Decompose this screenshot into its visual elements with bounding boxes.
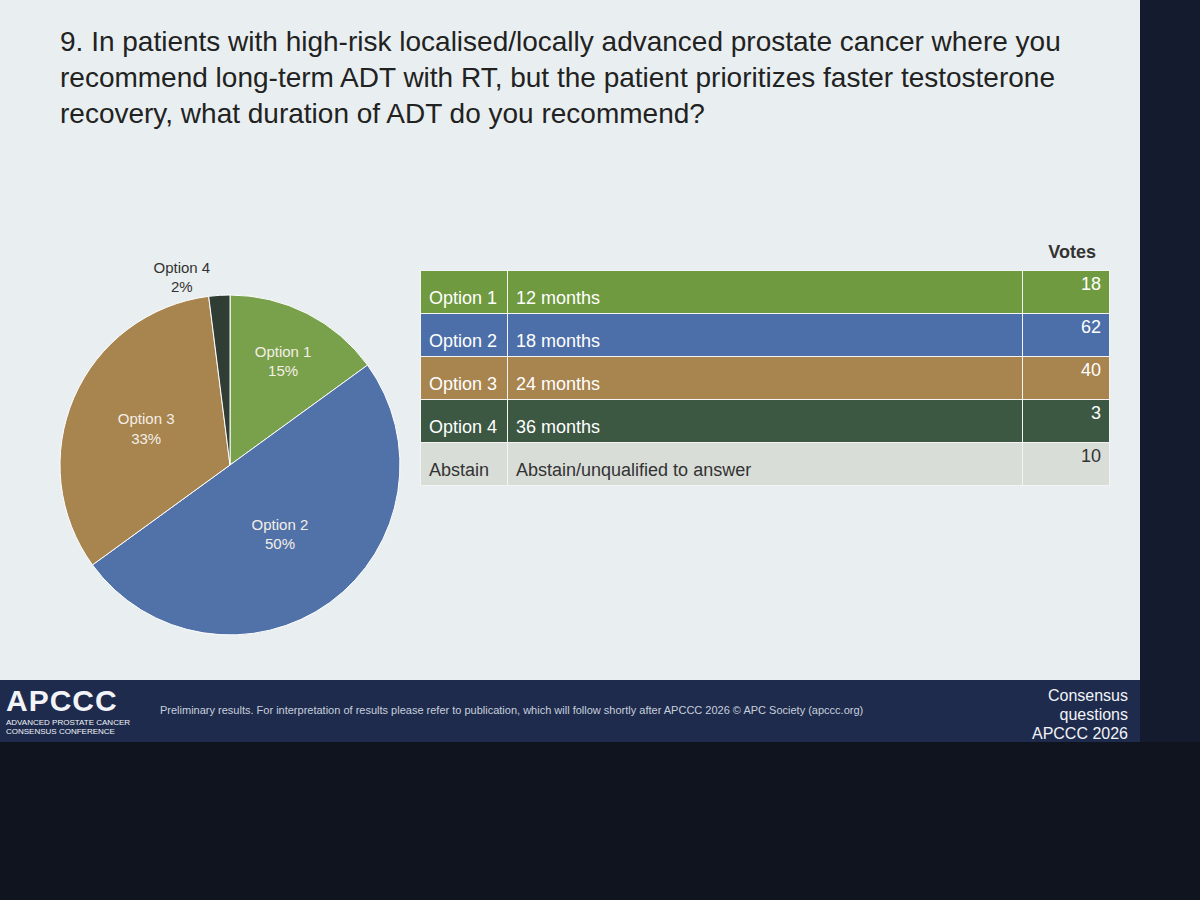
html-text:Option 2: Option 2 (429, 331, 497, 351)
html-text:Option 4: Option 4 (429, 417, 497, 437)
svg-text:Option 115%: Option 115% (255, 343, 312, 380)
svg-text:Option 333%: Option 333% (118, 410, 175, 447)
html-text:18 months: 18 months (516, 331, 601, 351)
html-text:APCCC: APCCC (6, 684, 118, 717)
html-text:24 months: 24 months (516, 374, 601, 394)
html-text:ADVANCED PROSTATE CANCER CONSE: ADVANCED PROSTATE CANCER CONSENSUS CONFE… (6, 718, 130, 736)
html-text:3: 3 (1091, 403, 1101, 423)
html-text:Votes: Votes (1048, 242, 1096, 262)
html-text:Preliminary results. For inter: Preliminary results. For interpretation … (160, 704, 864, 716)
html-text:Option 3: Option 3 (429, 374, 497, 394)
svg-text:Option 42%: Option 42% (153, 259, 210, 296)
html-text:9. In patients with high-risk: 9. In patients with high-risk localised/… (60, 26, 1061, 129)
html-text:62: 62 (1081, 317, 1101, 337)
html-text:10: 10 (1081, 446, 1101, 466)
html-text:Consensus: Consensus (1048, 687, 1128, 704)
html-text:questions: questions (1059, 706, 1128, 723)
html-text:12 months: 12 months (516, 288, 601, 308)
html-text:40: 40 (1081, 360, 1101, 380)
html-text:APCCC 2026: APCCC 2026 (1032, 725, 1128, 742)
html-text:36 months: 36 months (516, 417, 601, 437)
html-text:Option 1: Option 1 (429, 288, 497, 308)
html-text:Abstain/unqualified to answer: Abstain/unqualified to answer (516, 460, 752, 480)
html-text:18: 18 (1081, 274, 1101, 294)
html-text:Abstain: Abstain (429, 460, 489, 480)
svg-text:Option 250%: Option 250% (252, 516, 309, 553)
